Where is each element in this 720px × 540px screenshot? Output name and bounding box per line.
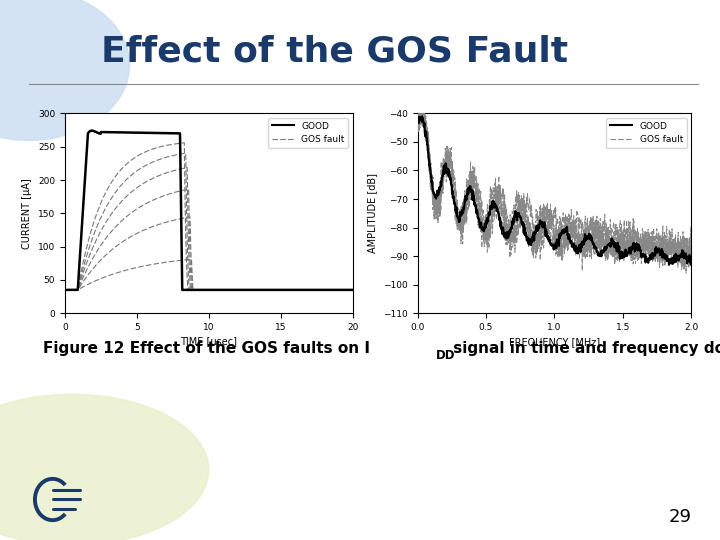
- Text: signal in time and frequency domain: signal in time and frequency domain: [448, 341, 720, 356]
- X-axis label: FREQUENCY [MHz]: FREQUENCY [MHz]: [509, 338, 600, 347]
- Circle shape: [0, 0, 130, 140]
- Y-axis label: CURRENT [μA]: CURRENT [μA]: [22, 178, 32, 249]
- Text: Figure 12 Effect of the GOS faults on I: Figure 12 Effect of the GOS faults on I: [43, 341, 370, 356]
- Text: 29: 29: [668, 509, 691, 526]
- Legend: GOOD, GOS fault: GOOD, GOS fault: [606, 118, 687, 147]
- X-axis label: TIME [μsec]: TIME [μsec]: [180, 338, 238, 347]
- Legend: GOOD, GOS fault: GOOD, GOS fault: [268, 118, 348, 147]
- Text: Effect of the GOS Fault: Effect of the GOS Fault: [101, 35, 568, 68]
- Y-axis label: AMPLITUDE [dB]: AMPLITUDE [dB]: [368, 173, 377, 253]
- Text: DD: DD: [436, 349, 455, 362]
- Ellipse shape: [0, 394, 209, 540]
